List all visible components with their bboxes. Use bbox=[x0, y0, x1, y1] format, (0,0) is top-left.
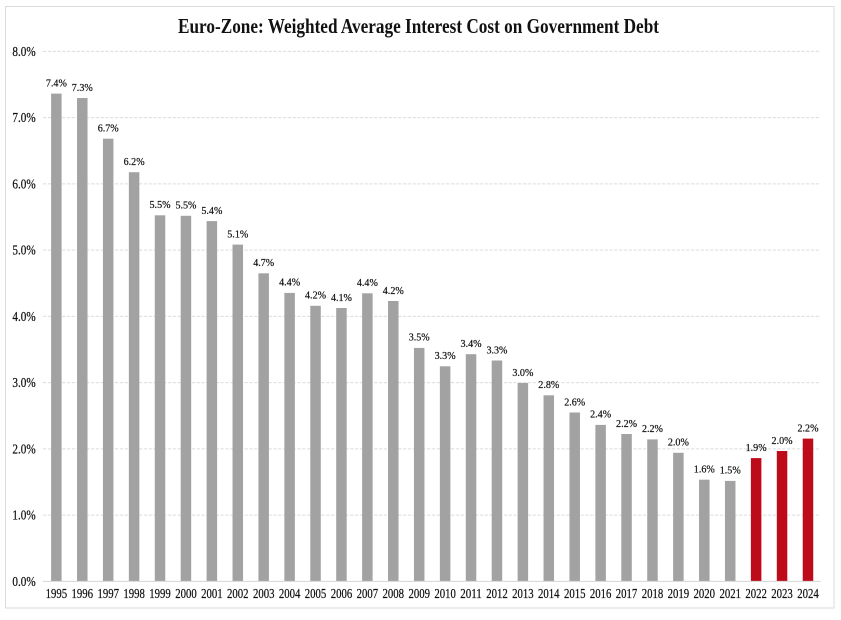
svg-text:2.2%: 2.2% bbox=[616, 418, 637, 430]
svg-text:2008: 2008 bbox=[383, 586, 405, 601]
svg-text:2003: 2003 bbox=[253, 586, 275, 601]
svg-text:2017: 2017 bbox=[616, 586, 638, 601]
svg-text:1997: 1997 bbox=[97, 586, 119, 601]
svg-text:4.4%: 4.4% bbox=[279, 277, 300, 289]
svg-text:2012: 2012 bbox=[486, 586, 508, 601]
svg-text:5.5%: 5.5% bbox=[150, 199, 171, 211]
svg-text:5.4%: 5.4% bbox=[201, 205, 222, 217]
svg-text:3.0%: 3.0% bbox=[512, 367, 533, 379]
svg-text:2014: 2014 bbox=[538, 586, 560, 601]
svg-text:2015: 2015 bbox=[564, 586, 586, 601]
svg-text:2018: 2018 bbox=[642, 586, 664, 601]
svg-text:5.1%: 5.1% bbox=[227, 228, 248, 240]
svg-text:2023: 2023 bbox=[771, 586, 793, 601]
svg-text:4.0%: 4.0% bbox=[12, 309, 35, 324]
svg-text:4.2%: 4.2% bbox=[383, 285, 404, 297]
svg-text:7.3%: 7.3% bbox=[72, 82, 93, 94]
svg-text:2.0%: 2.0% bbox=[12, 441, 35, 456]
svg-text:2001: 2001 bbox=[201, 586, 223, 601]
svg-text:1999: 1999 bbox=[149, 586, 171, 601]
svg-text:0.0%: 0.0% bbox=[12, 574, 35, 589]
svg-text:2006: 2006 bbox=[331, 586, 353, 601]
svg-text:1.9%: 1.9% bbox=[746, 442, 767, 454]
svg-text:3.3%: 3.3% bbox=[435, 350, 456, 362]
svg-text:1.6%: 1.6% bbox=[694, 464, 715, 476]
svg-text:6.2%: 6.2% bbox=[124, 156, 145, 168]
svg-text:2004: 2004 bbox=[279, 586, 301, 601]
svg-text:4.2%: 4.2% bbox=[305, 290, 326, 302]
svg-text:1.5%: 1.5% bbox=[720, 465, 741, 477]
svg-text:2000: 2000 bbox=[175, 586, 197, 601]
svg-text:2.8%: 2.8% bbox=[538, 379, 559, 391]
svg-text:1998: 1998 bbox=[123, 586, 145, 601]
svg-text:2013: 2013 bbox=[512, 586, 534, 601]
svg-text:2.2%: 2.2% bbox=[642, 423, 663, 435]
svg-text:7.0%: 7.0% bbox=[12, 110, 35, 125]
svg-text:2007: 2007 bbox=[357, 586, 379, 601]
svg-text:2002: 2002 bbox=[227, 586, 249, 601]
svg-text:3.3%: 3.3% bbox=[486, 344, 507, 356]
svg-text:6.7%: 6.7% bbox=[98, 123, 119, 135]
svg-text:7.4%: 7.4% bbox=[46, 77, 67, 89]
svg-text:2.4%: 2.4% bbox=[590, 409, 611, 421]
svg-text:2024: 2024 bbox=[797, 586, 819, 601]
svg-text:6.0%: 6.0% bbox=[12, 176, 35, 191]
svg-text:2009: 2009 bbox=[408, 586, 430, 601]
svg-text:4.4%: 4.4% bbox=[357, 277, 378, 289]
svg-text:2.0%: 2.0% bbox=[772, 435, 793, 447]
svg-text:2016: 2016 bbox=[590, 586, 612, 601]
svg-text:2010: 2010 bbox=[434, 586, 456, 601]
svg-text:2022: 2022 bbox=[745, 586, 767, 601]
svg-text:3.4%: 3.4% bbox=[461, 338, 482, 350]
svg-text:5.5%: 5.5% bbox=[175, 200, 196, 212]
svg-text:2005: 2005 bbox=[305, 586, 327, 601]
svg-text:2019: 2019 bbox=[668, 586, 690, 601]
svg-text:5.0%: 5.0% bbox=[12, 243, 35, 258]
svg-text:2011: 2011 bbox=[460, 586, 482, 601]
svg-text:2.0%: 2.0% bbox=[668, 437, 689, 449]
svg-text:8.0%: 8.0% bbox=[12, 44, 35, 59]
svg-text:1.0%: 1.0% bbox=[12, 508, 35, 523]
svg-text:4.1%: 4.1% bbox=[331, 292, 352, 304]
svg-text:2.6%: 2.6% bbox=[564, 396, 585, 408]
svg-text:1995: 1995 bbox=[46, 586, 68, 601]
svg-text:2020: 2020 bbox=[694, 586, 716, 601]
svg-text:3.0%: 3.0% bbox=[12, 375, 35, 390]
svg-text:4.7%: 4.7% bbox=[253, 257, 274, 269]
svg-text:1996: 1996 bbox=[72, 586, 94, 601]
svg-text:2.2%: 2.2% bbox=[797, 422, 818, 434]
svg-text:Euro-Zone: Weighted Average In: Euro-Zone: Weighted Average Interest Cos… bbox=[178, 14, 659, 38]
svg-text:2021: 2021 bbox=[719, 586, 741, 601]
svg-text:3.5%: 3.5% bbox=[409, 332, 430, 344]
